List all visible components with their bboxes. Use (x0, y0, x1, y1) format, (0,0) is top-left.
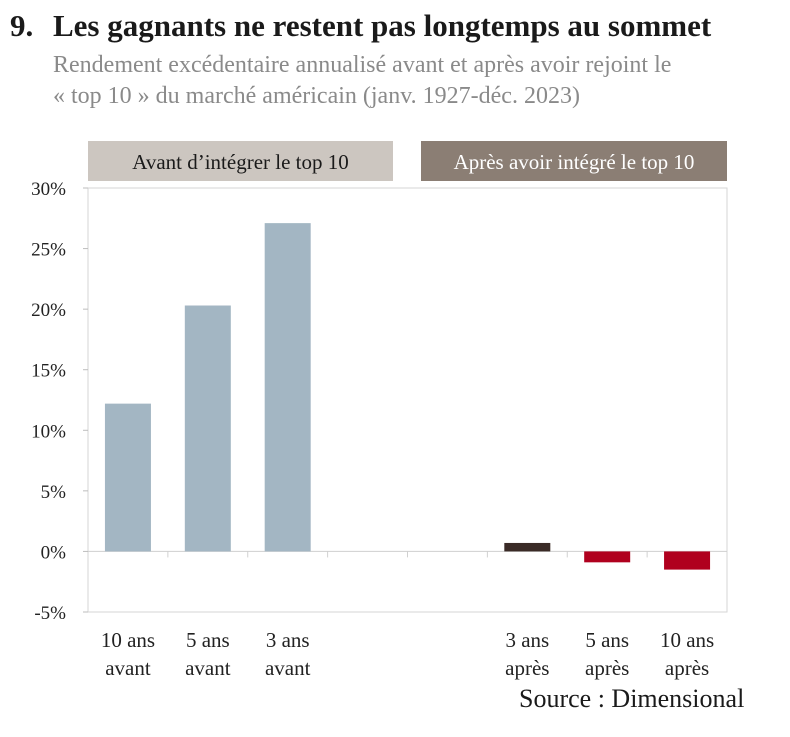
y-tick-label: 10% (31, 421, 66, 442)
figure-number: 9. (10, 8, 34, 43)
chart-title: 9. Les gagnants ne restent pas longtemps … (10, 8, 711, 44)
x-category-label-line2: avant (185, 656, 231, 680)
group-header-label-1: Avant d’intégrer le top 10 (132, 150, 349, 174)
bar-7 (584, 551, 631, 563)
x-category-label-line1: 5 ans (186, 628, 230, 652)
x-category-label-line2: avant (265, 656, 311, 680)
x-category-label-line2: après (505, 656, 549, 680)
x-category-label-line1: 10 ans (660, 628, 714, 652)
y-tick-label: 0% (41, 542, 67, 563)
x-category-label-line2: avant (105, 656, 151, 680)
x-category-label-line1: 3 ans (505, 628, 549, 652)
chart-subtitle: Rendement excédentaire annualisé avant e… (53, 50, 788, 112)
x-category-label-line1: 5 ans (585, 628, 629, 652)
bar-8 (664, 551, 711, 570)
x-category-label-line1: 10 ans (101, 628, 155, 652)
group-header-box-1 (88, 141, 393, 181)
group-header-label-2: Après avoir intégré le top 10 (454, 150, 695, 174)
subtitle-line-1: Rendement excédentaire annualisé avant e… (53, 52, 672, 78)
y-tick-label: 20% (31, 300, 66, 321)
y-tick-label: 30% (31, 179, 66, 200)
source-note: Source : Dimensional (519, 684, 745, 713)
y-tick-label: 15% (31, 361, 66, 382)
y-tick-label: 5% (41, 482, 67, 503)
plot-frame (87, 187, 728, 613)
bar-3 (264, 223, 311, 552)
subtitle-line-2: « top 10 » du marché américain (janv. 19… (53, 83, 580, 109)
x-category-label-line2: après (585, 656, 629, 680)
bar-1 (104, 403, 151, 552)
y-tick-label: 25% (31, 240, 66, 261)
bar-6 (504, 542, 551, 552)
group-header-box-2 (421, 141, 727, 181)
bar-2 (184, 305, 231, 552)
y-tick-label: -5% (34, 603, 66, 624)
x-category-label-line2: après (665, 656, 709, 680)
x-category-label-line1: 3 ans (266, 628, 310, 652)
title-text: Les gagnants ne restent pas longtemps au… (53, 8, 712, 43)
